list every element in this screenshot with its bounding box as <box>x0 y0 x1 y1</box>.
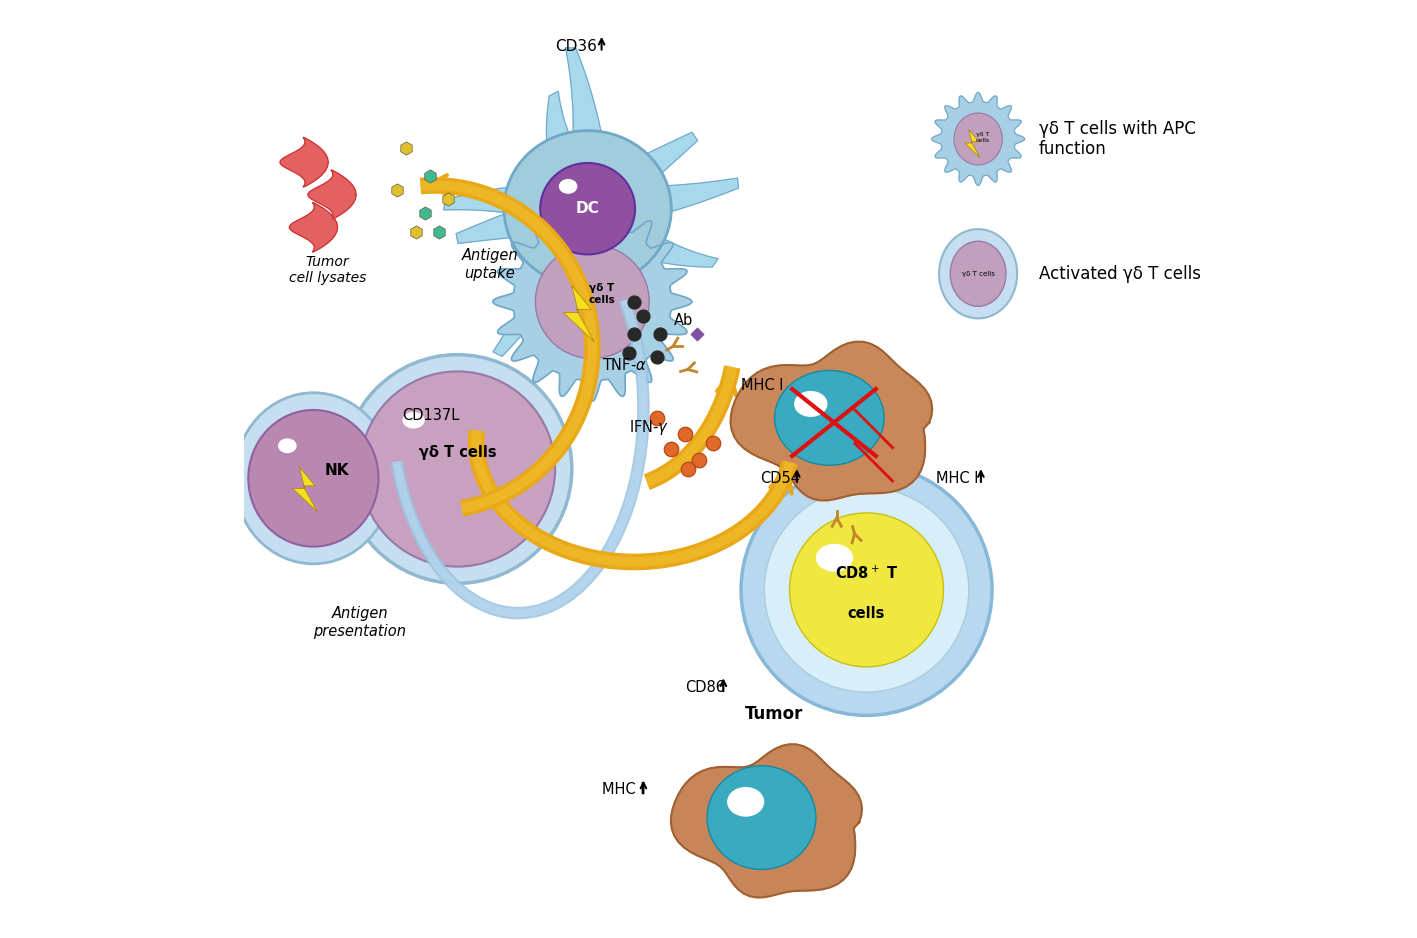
Text: Antigen
presentation: Antigen presentation <box>313 606 407 639</box>
Text: MHC I: MHC I <box>937 471 979 486</box>
Point <box>674 426 697 441</box>
Ellipse shape <box>727 787 764 817</box>
Text: CD8$^+$ T: CD8$^+$ T <box>835 565 898 582</box>
Text: MHC I: MHC I <box>741 378 784 393</box>
Text: CD54: CD54 <box>760 471 799 486</box>
Text: Tumor: Tumor <box>744 704 803 723</box>
Ellipse shape <box>764 488 969 692</box>
Ellipse shape <box>343 355 572 583</box>
Ellipse shape <box>248 410 378 547</box>
Point <box>632 308 655 323</box>
Point <box>686 326 708 341</box>
Point <box>428 224 451 239</box>
Polygon shape <box>619 132 697 194</box>
Text: cells: cells <box>847 606 886 621</box>
Point <box>646 410 669 425</box>
Text: Activated γδ T cells: Activated γδ T cells <box>1039 265 1200 282</box>
Point <box>660 441 683 456</box>
Polygon shape <box>565 48 605 159</box>
Ellipse shape <box>278 438 296 453</box>
Polygon shape <box>547 91 580 172</box>
Ellipse shape <box>234 393 393 564</box>
Polygon shape <box>307 170 356 219</box>
Polygon shape <box>493 203 691 401</box>
Ellipse shape <box>504 130 672 287</box>
Ellipse shape <box>775 371 884 465</box>
Ellipse shape <box>741 464 992 716</box>
Polygon shape <box>444 185 540 218</box>
Text: γδ T cells with APC
function: γδ T cells with APC function <box>1039 119 1196 159</box>
Point <box>701 435 724 450</box>
Text: γδ T
cells: γδ T cells <box>588 283 615 305</box>
Point <box>414 205 436 220</box>
Point <box>687 452 710 467</box>
Ellipse shape <box>951 241 1006 307</box>
Polygon shape <box>619 223 718 267</box>
Point <box>395 141 418 156</box>
Point <box>436 192 459 207</box>
Text: CD36: CD36 <box>555 38 597 53</box>
Ellipse shape <box>954 113 1002 165</box>
Ellipse shape <box>402 412 425 429</box>
Ellipse shape <box>816 544 853 572</box>
Ellipse shape <box>360 371 555 567</box>
Text: Tumor
cell lysates: Tumor cell lysates <box>289 255 366 285</box>
Text: NK: NK <box>324 463 349 478</box>
Polygon shape <box>636 178 738 220</box>
Polygon shape <box>670 744 862 898</box>
Ellipse shape <box>540 163 635 254</box>
Ellipse shape <box>789 513 944 667</box>
Polygon shape <box>557 259 604 331</box>
Point <box>646 350 669 365</box>
Point <box>623 326 646 341</box>
Polygon shape <box>293 467 317 512</box>
Text: γδ T cells: γδ T cells <box>418 445 496 460</box>
Text: Antigen
uptake: Antigen uptake <box>462 249 519 280</box>
Polygon shape <box>731 341 932 500</box>
Point <box>677 461 700 477</box>
Ellipse shape <box>536 245 649 358</box>
Point <box>649 326 672 341</box>
Text: CD86: CD86 <box>686 680 726 695</box>
Point <box>404 224 427 239</box>
Polygon shape <box>456 203 541 244</box>
Ellipse shape <box>707 765 816 870</box>
Polygon shape <box>493 246 580 356</box>
Text: CD137L: CD137L <box>401 408 459 423</box>
Point <box>418 169 441 184</box>
Text: γδ T
cells: γδ T cells <box>976 131 990 143</box>
Polygon shape <box>281 137 329 187</box>
Point <box>623 295 646 310</box>
Polygon shape <box>965 129 981 158</box>
Point <box>618 345 640 360</box>
Text: TNF-$\alpha$: TNF-$\alpha$ <box>602 356 646 373</box>
Polygon shape <box>931 93 1024 186</box>
Ellipse shape <box>939 229 1017 318</box>
Text: γδ T cells: γδ T cells <box>962 271 995 277</box>
Point <box>385 183 408 198</box>
Ellipse shape <box>558 179 577 194</box>
Text: Ab: Ab <box>673 312 693 327</box>
Text: MHC I: MHC I <box>602 782 645 797</box>
Text: DC: DC <box>575 201 599 216</box>
Polygon shape <box>289 203 337 252</box>
Text: IFN-$\gamma$: IFN-$\gamma$ <box>629 417 670 437</box>
Polygon shape <box>564 286 594 341</box>
Ellipse shape <box>794 391 828 416</box>
